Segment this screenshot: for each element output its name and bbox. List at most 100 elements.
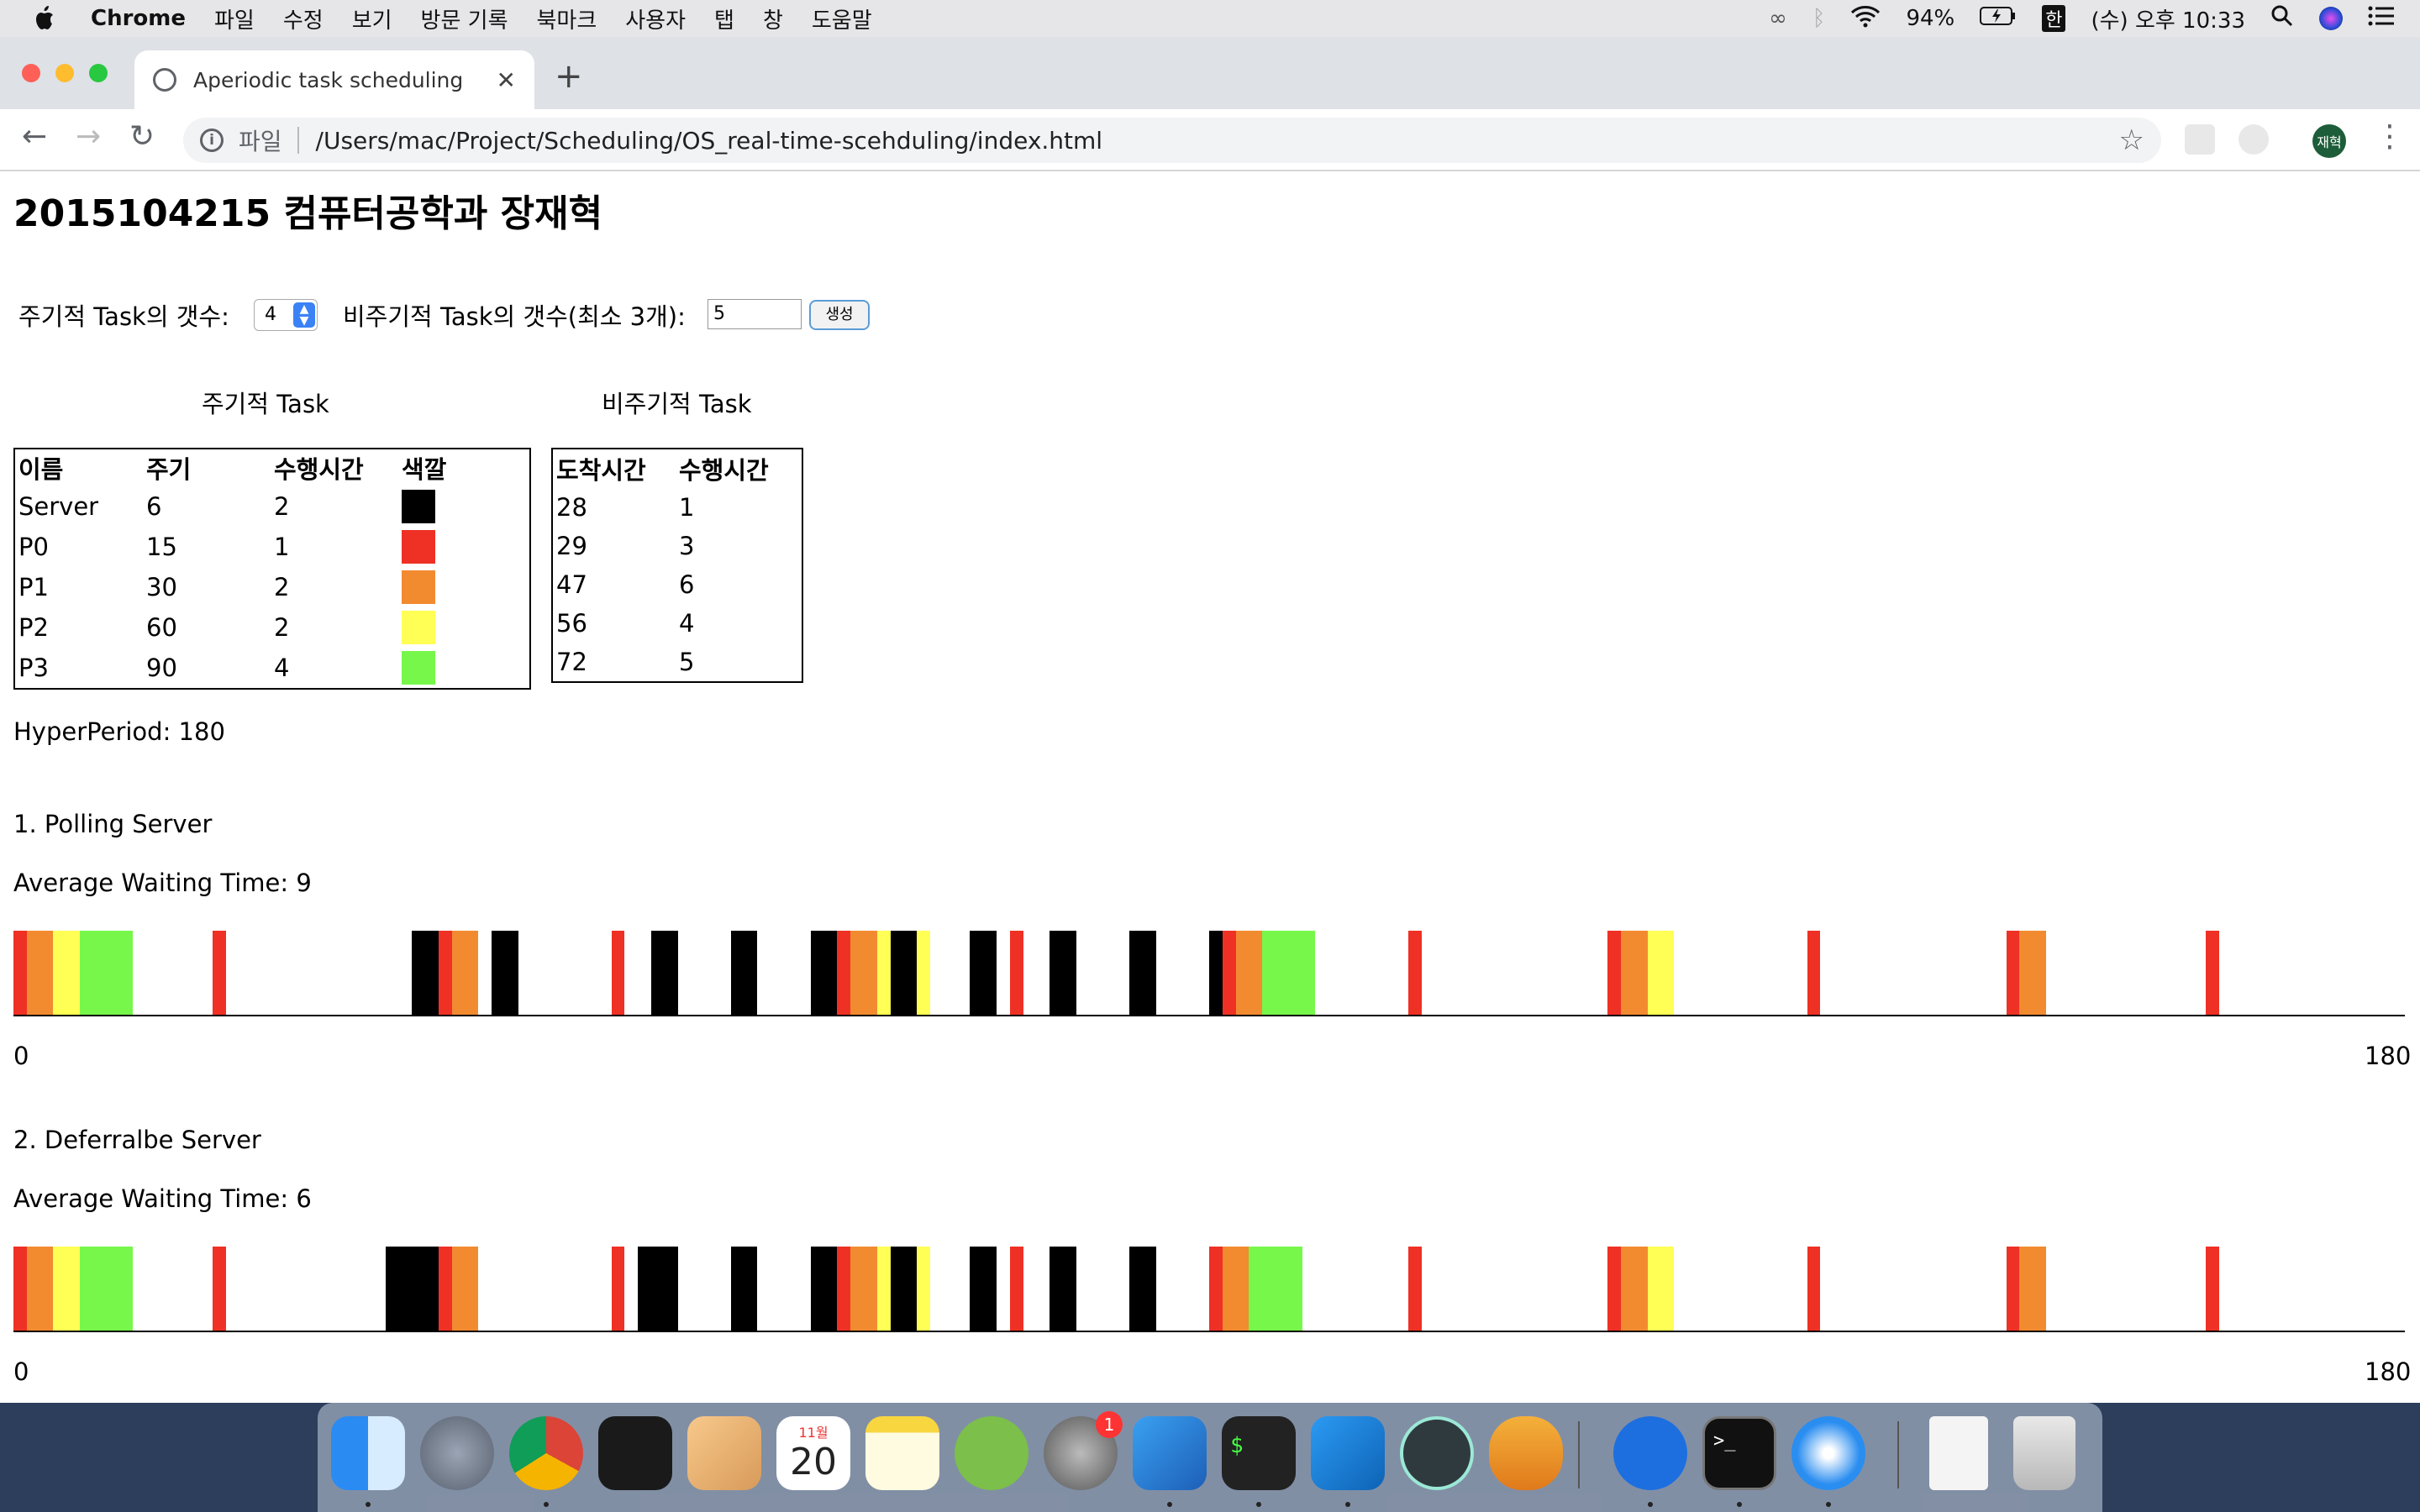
- apple-icon[interactable]: [32, 4, 57, 33]
- schedule-bar-server: [1050, 1247, 1076, 1331]
- task-period: 60: [146, 613, 177, 642]
- profile-avatar[interactable]: 재혁: [2312, 124, 2346, 158]
- deferrable-server-timeline: [13, 1247, 2405, 1332]
- battery-percent: 94%: [1906, 6, 1955, 31]
- notes-icon[interactable]: [865, 1416, 939, 1490]
- battery-icon[interactable]: [1980, 6, 2017, 32]
- menu-window[interactable]: 창: [762, 8, 783, 34]
- siri-icon[interactable]: [2319, 7, 2343, 30]
- tab-active[interactable]: Aperiodic task scheduling ✕: [134, 50, 534, 109]
- task-exec: 4: [274, 654, 290, 682]
- schedule-bar-p1: [850, 931, 877, 1015]
- periodic-count-select[interactable]: 4 ▲ ▼: [254, 299, 318, 331]
- chrome-menu-icon[interactable]: ⋮: [2375, 119, 2405, 154]
- info-icon[interactable]: i: [200, 129, 224, 152]
- android-studio-icon[interactable]: [955, 1416, 1028, 1490]
- running-indicator: [1737, 1502, 1742, 1507]
- atom-icon[interactable]: [1400, 1416, 1474, 1490]
- wifi-icon[interactable]: [1850, 4, 1881, 34]
- clock[interactable]: (수) 오후 10:33: [2091, 8, 2245, 34]
- creative-cloud-icon[interactable]: ∞: [1769, 6, 1787, 31]
- bluetooth-icon[interactable]: ᛒ: [1812, 6, 1826, 31]
- pdf-icon[interactable]: [1929, 1416, 1988, 1490]
- menu-bookmarks[interactable]: 북마크: [536, 8, 597, 34]
- schedule-bar-server: [638, 1247, 678, 1331]
- reload-button[interactable]: ↻: [129, 119, 155, 154]
- iterm-icon[interactable]: >_: [1702, 1416, 1776, 1490]
- xcode-icon[interactable]: [1133, 1416, 1207, 1490]
- vscode-icon[interactable]: [1311, 1416, 1385, 1490]
- url-text[interactable]: /Users/mac/Project/Scheduling/OS_real-ti…: [315, 126, 1103, 155]
- menu-help[interactable]: 도움말: [811, 8, 872, 34]
- periodic-task-table: 이름 주기 수행시간 색깔 Server 6 2 P0 15 1 P1 30 2…: [13, 448, 531, 690]
- exec-time: 3: [679, 532, 695, 560]
- schedule-bar-p0: [213, 1247, 226, 1331]
- polling-axis-start: 0: [13, 1042, 29, 1070]
- running-indicator: [544, 1502, 549, 1507]
- periodic-count-label: 주기적 Task의 갯수:: [18, 302, 229, 331]
- preview-icon[interactable]: [687, 1416, 761, 1490]
- schedule-bar-p1: [2019, 931, 2047, 1015]
- spotlight-icon[interactable]: [2270, 4, 2294, 34]
- dock: 11월 20 1 $ >_: [318, 1403, 2102, 1512]
- system-preferences-icon[interactable]: 1: [1044, 1411, 1123, 1490]
- extension-icon-1[interactable]: [2185, 124, 2215, 155]
- forward-button[interactable]: →: [76, 119, 102, 154]
- schedule-bar-p0: [1009, 1247, 1023, 1331]
- header-arrival: 도착시간: [556, 456, 646, 485]
- address-bar[interactable]: i 파일 /Users/mac/Project/Scheduling/OS_re…: [183, 118, 2161, 163]
- schedule-bar-p0: [611, 1247, 625, 1331]
- tab-strip: Aperiodic task scheduling ✕ +: [0, 37, 2420, 109]
- input-method[interactable]: 한: [2042, 5, 2066, 32]
- keka-icon[interactable]: [598, 1416, 672, 1490]
- zoom-window-button[interactable]: [89, 64, 108, 82]
- menu-edit[interactable]: 수정: [282, 8, 324, 34]
- schedule-bar-p0: [611, 931, 625, 1015]
- schedule-bar-p2: [1647, 1247, 1675, 1331]
- back-button[interactable]: ←: [22, 119, 48, 154]
- generate-button[interactable]: 생성: [809, 300, 870, 330]
- trash-icon[interactable]: [2013, 1416, 2075, 1490]
- chrome-icon[interactable]: [509, 1416, 583, 1490]
- menu-file[interactable]: 파일: [214, 8, 255, 34]
- polling-avg-waiting: Average Waiting Time: 9: [13, 869, 312, 897]
- schedule-bar-p2: [1647, 931, 1675, 1015]
- schedule-bar-p0: [1209, 1247, 1223, 1331]
- schedule-bar-server: [1129, 931, 1156, 1015]
- minimize-window-button[interactable]: [55, 64, 74, 82]
- launchpad-icon[interactable]: [420, 1416, 494, 1490]
- task-name: P3: [18, 654, 49, 682]
- task-exec: 1: [274, 533, 290, 561]
- schedule-bar-p0: [1607, 1247, 1622, 1331]
- header-period: 주기: [146, 455, 192, 484]
- schedule-bar-p1: [1235, 931, 1263, 1015]
- safari-icon[interactable]: [1791, 1416, 1865, 1490]
- schedule-bar-p0: [438, 1247, 452, 1331]
- schedule-bar-server: [1129, 1247, 1156, 1331]
- terminal-icon[interactable]: $: [1222, 1416, 1296, 1490]
- menu-people[interactable]: 사용자: [625, 8, 687, 34]
- running-indicator: [1648, 1502, 1653, 1507]
- menu-view[interactable]: 보기: [351, 8, 392, 34]
- schedule-bar-p0: [13, 931, 27, 1015]
- bookmark-star-icon[interactable]: ☆: [2118, 123, 2144, 157]
- calendar-icon[interactable]: 11월 20: [776, 1416, 850, 1490]
- running-indicator: [366, 1502, 371, 1507]
- menu-history[interactable]: 방문 기록: [420, 8, 508, 34]
- extension-icon-2[interactable]: [2238, 124, 2269, 155]
- arrival-time: 28: [556, 493, 587, 522]
- blimp-icon[interactable]: [1489, 1416, 1563, 1490]
- sourcetree-icon[interactable]: [1613, 1416, 1687, 1490]
- close-tab-icon[interactable]: ✕: [496, 66, 516, 94]
- schedule-bar-server: [810, 931, 838, 1015]
- menu-tab[interactable]: 탭: [714, 8, 734, 34]
- close-window-button[interactable]: [22, 64, 40, 82]
- schedule-bar-server: [810, 1247, 838, 1331]
- aperiodic-task-table: 도착시간 수행시간 28 1 29 3 47 6 56 4 72 5: [551, 448, 803, 683]
- notification-center-icon[interactable]: [2368, 5, 2395, 33]
- finder-icon[interactable]: [331, 1416, 405, 1490]
- deferrable-axis-end: 180: [2365, 1357, 2412, 1386]
- app-name-menu[interactable]: Chrome: [91, 6, 187, 31]
- new-tab-button[interactable]: +: [555, 57, 583, 96]
- aperiodic-count-input[interactable]: 5: [708, 299, 802, 329]
